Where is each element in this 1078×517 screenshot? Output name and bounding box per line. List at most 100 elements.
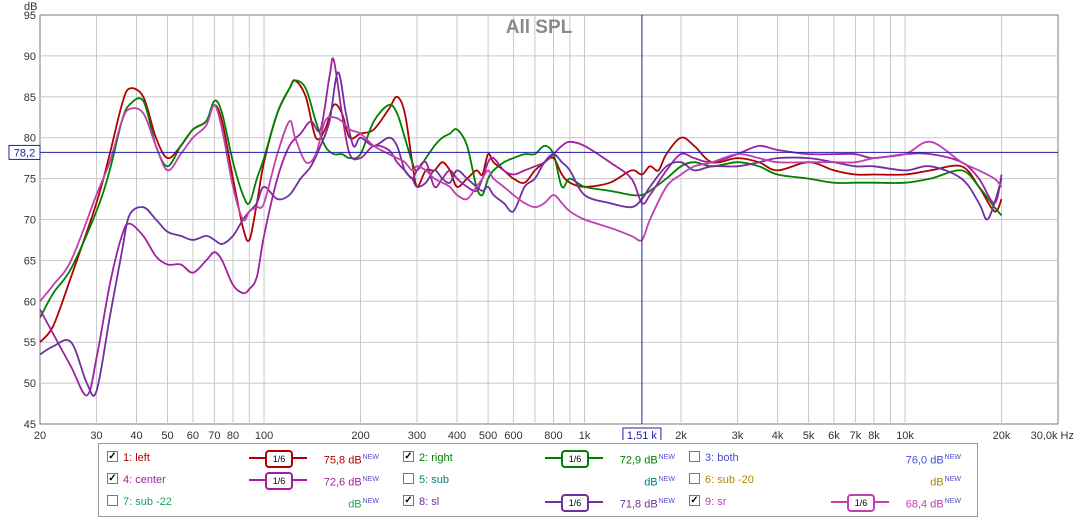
x-tick-label: 6k xyxy=(828,430,840,440)
legend-item[interactable]: 7: sub -22 dBNEW xyxy=(107,492,387,512)
legend-checkbox[interactable]: ✓ xyxy=(107,473,118,484)
legend-value-text: 75,8 dB xyxy=(323,454,362,467)
legend-checkbox[interactable]: ✓ xyxy=(403,451,414,462)
legend-name: 2: right xyxy=(419,452,453,464)
legend-name: 4: center xyxy=(123,474,166,486)
legend-item[interactable]: ✓ 1: left 1/6 75,8 dBNEW xyxy=(107,448,387,468)
legend-smoothing-label: 1/6 xyxy=(561,494,589,512)
legend-checkbox[interactable]: ✓ xyxy=(107,451,118,462)
y-tick-label: 50 xyxy=(24,378,36,390)
legend-name: 5: sub xyxy=(419,474,449,486)
y-axis-ticks: 45 50 55 60 65 70 75 80 85 90 95 xyxy=(24,10,36,431)
legend-new-tag: NEW xyxy=(362,454,379,461)
chart-title: All SPL xyxy=(506,17,573,38)
x-tick-label: 20 xyxy=(34,430,46,440)
legend-value: 72,9 dBNEW xyxy=(585,448,675,471)
legend-value-text: 72,9 dB xyxy=(619,454,658,467)
legend-row: 7: sub -22 dBNEW ✓ 8: sl 1/6 71,8 dBNEW ✓ 9: sr… xyxy=(99,492,979,512)
y-tick-label: 80 xyxy=(24,133,36,145)
legend-new-tag: NEW xyxy=(944,476,961,483)
legend-item[interactable]: ✓ 4: center 1/6 72,6 dBNEW xyxy=(107,470,387,490)
legend-value-text: 72,6 dB xyxy=(323,476,362,489)
legend-new-tag: NEW xyxy=(362,476,379,483)
legend-checkbox[interactable]: ✓ xyxy=(403,495,414,506)
x-tick-label: 3k xyxy=(732,430,744,440)
legend-smoothing-swatch[interactable]: 1/6 xyxy=(249,472,307,490)
legend-name: 7: sub -22 xyxy=(123,496,172,508)
legend-new-tag: NEW xyxy=(658,498,675,505)
legend-value: 72,6 dBNEW xyxy=(289,470,379,493)
y-tick-label: 60 xyxy=(24,296,36,308)
legend-new-tag: NEW xyxy=(944,498,961,505)
legend-item[interactable]: 6: sub -20 dBNEW xyxy=(689,470,969,490)
x-tick-label: 30,0k Hz xyxy=(1031,430,1074,440)
legend-smoothing-swatch[interactable]: 1/6 xyxy=(545,494,603,512)
cursor-y-readout: 78,2 xyxy=(14,147,35,159)
legend-value: dBNEW xyxy=(289,492,379,515)
x-tick-label: 4k xyxy=(772,430,784,440)
spl-chart: 45 50 55 60 65 70 75 80 85 90 95 20 30 40 50 60 70 80 100… xyxy=(8,1,1074,440)
x-tick-label: 60 xyxy=(187,430,199,440)
legend-name: 9: sr xyxy=(705,496,727,508)
legend-new-tag: NEW xyxy=(944,454,961,461)
legend-smoothing-swatch[interactable]: 1/6 xyxy=(831,494,889,512)
legend-item[interactable]: ✓ 9: sr 1/6 68,4 dBNEW xyxy=(689,492,969,512)
cursor[interactable]: 78,2 1,51 k xyxy=(8,15,1058,440)
x-tick-label: 400 xyxy=(448,430,466,440)
series-line-sl xyxy=(39,71,1003,397)
series-line-sr xyxy=(39,104,1003,302)
legend-smoothing-label: 1/6 xyxy=(265,472,293,490)
x-axis-ticks: 20 30 40 50 60 70 80 100 200 300 400 500 600 800 1k 2k 3… xyxy=(34,430,1074,440)
legend-checkbox[interactable] xyxy=(403,473,414,484)
x-tick-label: 300 xyxy=(408,430,426,440)
series-line-right xyxy=(39,79,1003,319)
legend-new-tag: NEW xyxy=(658,476,675,483)
x-tick-label: 500 xyxy=(479,430,497,440)
legend-name: 6: sub -20 xyxy=(705,474,754,486)
y-tick-label: 55 xyxy=(24,337,36,349)
legend-checkbox[interactable] xyxy=(107,495,118,506)
cursor-x-readout-box xyxy=(622,427,662,440)
legend-checkbox[interactable] xyxy=(689,473,700,484)
x-tick-label: 2k xyxy=(675,430,687,440)
y-tick-label: 75 xyxy=(24,174,36,186)
cursor-x-readout: 1,51 k xyxy=(627,430,657,440)
legend-value-text: 68,4 dB xyxy=(905,498,944,511)
y-tick-label: 70 xyxy=(24,215,36,227)
x-tick-label: 10k xyxy=(896,430,914,440)
legend-value-text: 76,0 dB xyxy=(905,454,944,467)
legend-item[interactable]: 3: both 76,0 dBNEW xyxy=(689,448,969,468)
legend-smoothing-swatch[interactable]: 1/6 xyxy=(545,450,603,468)
y-tick-label: 65 xyxy=(24,255,36,267)
legend-value: dBNEW xyxy=(871,470,961,493)
legend-value: dBNEW xyxy=(585,470,675,493)
x-tick-label: 1k xyxy=(579,430,591,440)
x-tick-label: 7k xyxy=(850,430,862,440)
x-tick-label: 50 xyxy=(161,430,173,440)
legend-smoothing-swatch[interactable]: 1/6 xyxy=(249,450,307,468)
x-tick-label: 200 xyxy=(351,430,369,440)
y-tick-label: 45 xyxy=(24,419,36,431)
legend-value-text: dB xyxy=(348,498,362,511)
legend-value-text: dB xyxy=(930,476,944,489)
x-tick-label: 80 xyxy=(227,430,239,440)
legend-smoothing-label: 1/6 xyxy=(561,450,589,468)
y-tick-label: 90 xyxy=(24,51,36,63)
x-tick-label: 30 xyxy=(90,430,102,440)
legend-item[interactable]: 5: sub dBNEW xyxy=(403,470,683,490)
legend-new-tag: NEW xyxy=(658,454,675,461)
y-tick-label: 95 xyxy=(24,10,36,22)
x-tick-label: 5k xyxy=(803,430,815,440)
legend-checkbox[interactable]: ✓ xyxy=(689,495,700,506)
legend-value: 75,8 dBNEW xyxy=(289,448,379,471)
legend-item[interactable]: ✓ 2: right 1/6 72,9 dBNEW xyxy=(403,448,683,468)
x-tick-label: 800 xyxy=(544,430,562,440)
legend-row: ✓ 4: center 1/6 72,6 dBNEW 5: sub dBNEW 6: sub… xyxy=(99,470,979,490)
legend-item[interactable]: ✓ 8: sl 1/6 71,8 dBNEW xyxy=(403,492,683,512)
legend-value-text: dB xyxy=(644,476,658,489)
legend: ✓ 1: left 1/6 75,8 dBNEW ✓ 2: right 1/6 72,9 dB… xyxy=(98,443,978,517)
legend-checkbox[interactable] xyxy=(689,451,700,462)
legend-value: 68,4 dBNEW xyxy=(871,492,961,515)
legend-value: 76,0 dBNEW xyxy=(871,448,961,471)
x-tick-label: 40 xyxy=(130,430,142,440)
